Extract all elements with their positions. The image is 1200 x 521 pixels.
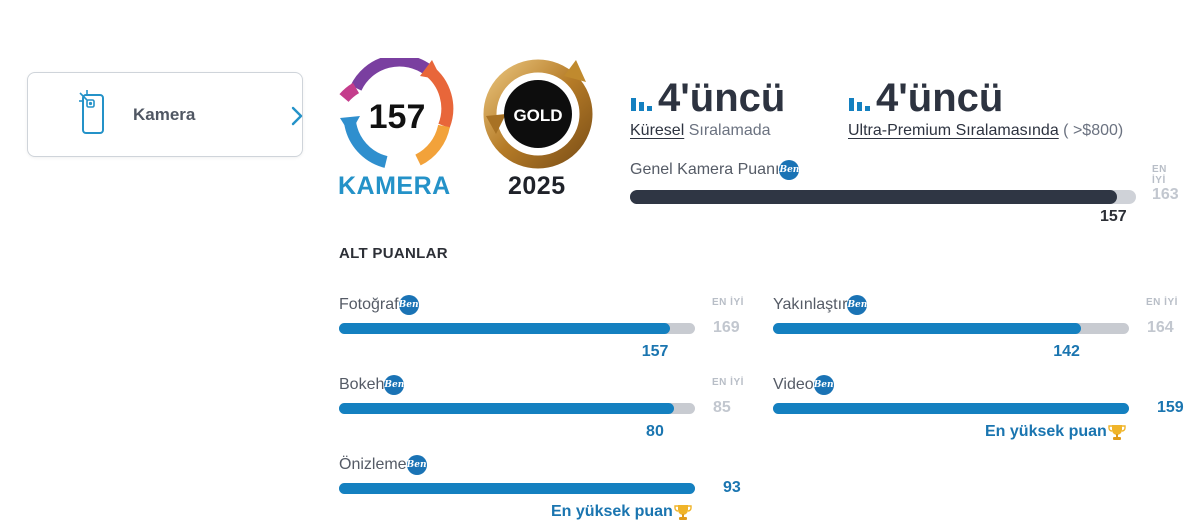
sidebar-item-kamera[interactable]: Kamera xyxy=(27,72,303,157)
sub-scores-title: ALT PUANLAR xyxy=(339,245,448,262)
chevron-right-icon[interactable] xyxy=(290,105,304,127)
trophy-icon xyxy=(674,505,692,520)
info-icon[interactable]: Ben xyxy=(813,375,834,395)
sub-score-track xyxy=(339,323,695,334)
camera-score-value: 157 xyxy=(369,98,426,136)
sub-score-best: 164 xyxy=(1147,319,1174,336)
sub-score-fill xyxy=(773,403,1129,414)
top-score-note: En yüksek puan xyxy=(985,423,1126,441)
gold-badge: GOLD xyxy=(483,59,593,169)
sidebar-item-label: Kamera xyxy=(133,105,196,124)
info-icon[interactable]: Ben xyxy=(398,295,419,315)
sub-score-value: 159 xyxy=(1157,399,1184,416)
gold-year: 2025 xyxy=(508,172,566,200)
sub-score-4: Önizleme Ben 93 En yüksek puan xyxy=(339,455,759,521)
camera-score-badge: 157 xyxy=(339,58,454,168)
trophy-icon xyxy=(1108,425,1126,440)
overall-camera-score: Genel Kamera Puanı Ben EN İYİ 163 157 xyxy=(630,160,1182,230)
sub-score-value: 157 xyxy=(641,343,669,360)
gold-label: GOLD xyxy=(513,106,562,125)
ultra-premium-rank-value: 4'üncü xyxy=(876,76,1004,120)
sub-score-fill xyxy=(339,483,695,494)
sub-score-track xyxy=(773,403,1129,414)
ultra-premium-ranking-link[interactable]: Ultra-Premium Sıralamasında xyxy=(848,122,1059,139)
best-label: EN İYİ xyxy=(712,377,744,388)
sub-score-label: Video xyxy=(773,376,814,393)
sub-score-fill xyxy=(339,323,670,334)
sub-score-label: Yakınlaştır xyxy=(773,296,848,313)
global-ranking-suffix: Sıralamada xyxy=(684,122,771,139)
info-icon[interactable]: Ben xyxy=(847,295,868,315)
top-score-text: En yüksek puan xyxy=(985,423,1107,440)
overall-fill xyxy=(630,190,1118,204)
top-score-text: En yüksek puan xyxy=(551,503,673,520)
sub-score-fill xyxy=(773,323,1082,334)
global-ranking: 4'üncü Küresel Sıralamada xyxy=(630,78,785,140)
sub-score-1: Yakınlaştır Ben EN İYİ 164 142 xyxy=(773,295,1193,365)
phone-camera-icon xyxy=(79,90,104,134)
sub-score-value: 80 xyxy=(646,423,664,440)
info-icon[interactable]: Ben xyxy=(384,375,405,395)
sub-score-fill xyxy=(339,403,675,414)
sub-score-best: 169 xyxy=(713,319,740,336)
sub-score-best: 85 xyxy=(713,399,731,416)
best-label: EN İYİ xyxy=(712,297,744,308)
overall-best-value: 163 xyxy=(1152,186,1179,203)
sub-score-track xyxy=(339,403,695,414)
camera-caption: KAMERA xyxy=(338,172,451,200)
best-label: EN İYİ xyxy=(1146,297,1178,308)
sub-score-value: 142 xyxy=(1053,343,1080,360)
overall-track xyxy=(630,190,1136,204)
ranking-bars-icon xyxy=(631,98,652,111)
top-score-note: En yüksek puan xyxy=(551,503,692,521)
ranking-bars-icon xyxy=(849,98,870,111)
sub-score-track xyxy=(339,483,695,494)
sub-score-2: Bokeh Ben EN İYİ 85 80 xyxy=(339,375,759,445)
global-rank-value: 4'üncü xyxy=(658,76,786,120)
overall-score-label: Genel Kamera Puanı xyxy=(630,161,780,178)
global-ranking-link[interactable]: Küresel xyxy=(630,122,685,139)
overall-value: 157 xyxy=(1100,208,1127,225)
info-icon[interactable]: Ben xyxy=(779,160,800,180)
sub-score-0: Fotoğraf Ben EN İYİ 169 157 xyxy=(339,295,759,365)
info-icon[interactable]: Ben xyxy=(406,455,427,475)
sub-score-3: Video Ben 159 En yüksek puan xyxy=(773,375,1193,445)
sub-score-label: Fotoğraf xyxy=(339,296,399,313)
best-label: EN İYİ xyxy=(1152,164,1167,186)
sub-score-value: 93 xyxy=(723,479,741,496)
sub-score-label: Bokeh xyxy=(339,376,385,393)
sub-score-track xyxy=(773,323,1129,334)
ultra-premium-ranking: 4'üncü Ultra-Premium Sıralamasında ( >$8… xyxy=(848,78,1123,140)
sub-score-label: Önizleme xyxy=(339,456,407,473)
ultra-premium-ranking-extra: ( >$800) xyxy=(1058,122,1124,139)
